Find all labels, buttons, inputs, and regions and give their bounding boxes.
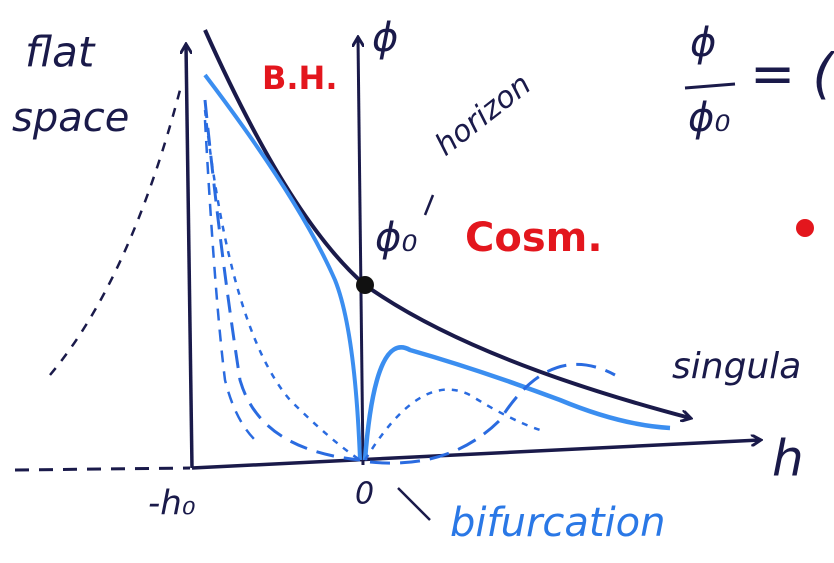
background — [0, 0, 834, 563]
label-space: space — [12, 95, 129, 141]
red-dot — [796, 219, 814, 237]
label-zero: 0 — [355, 477, 374, 512]
label-bh: B.H. — [262, 59, 337, 97]
ratio-equals: = ( — [750, 43, 834, 106]
label-cosm: Cosm. — [465, 215, 603, 261]
ratio-numerator: ϕ — [690, 20, 716, 66]
label-phi0: ϕ₀ — [375, 215, 417, 261]
label-flat: flat — [25, 28, 96, 77]
label-phi-axis: ϕ — [372, 15, 398, 61]
horizon-point — [356, 276, 374, 294]
ratio-denominator: ϕ₀ — [688, 95, 730, 141]
label-singular: singula — [672, 346, 801, 387]
label-h-axis: h — [772, 430, 804, 488]
label-minus-h0: -h₀ — [148, 484, 196, 524]
diagram: flat space B.H. ϕ horizon ϕ₀ Cosm. singu… — [0, 0, 834, 563]
label-bifurcation: bifurcation — [450, 500, 666, 546]
